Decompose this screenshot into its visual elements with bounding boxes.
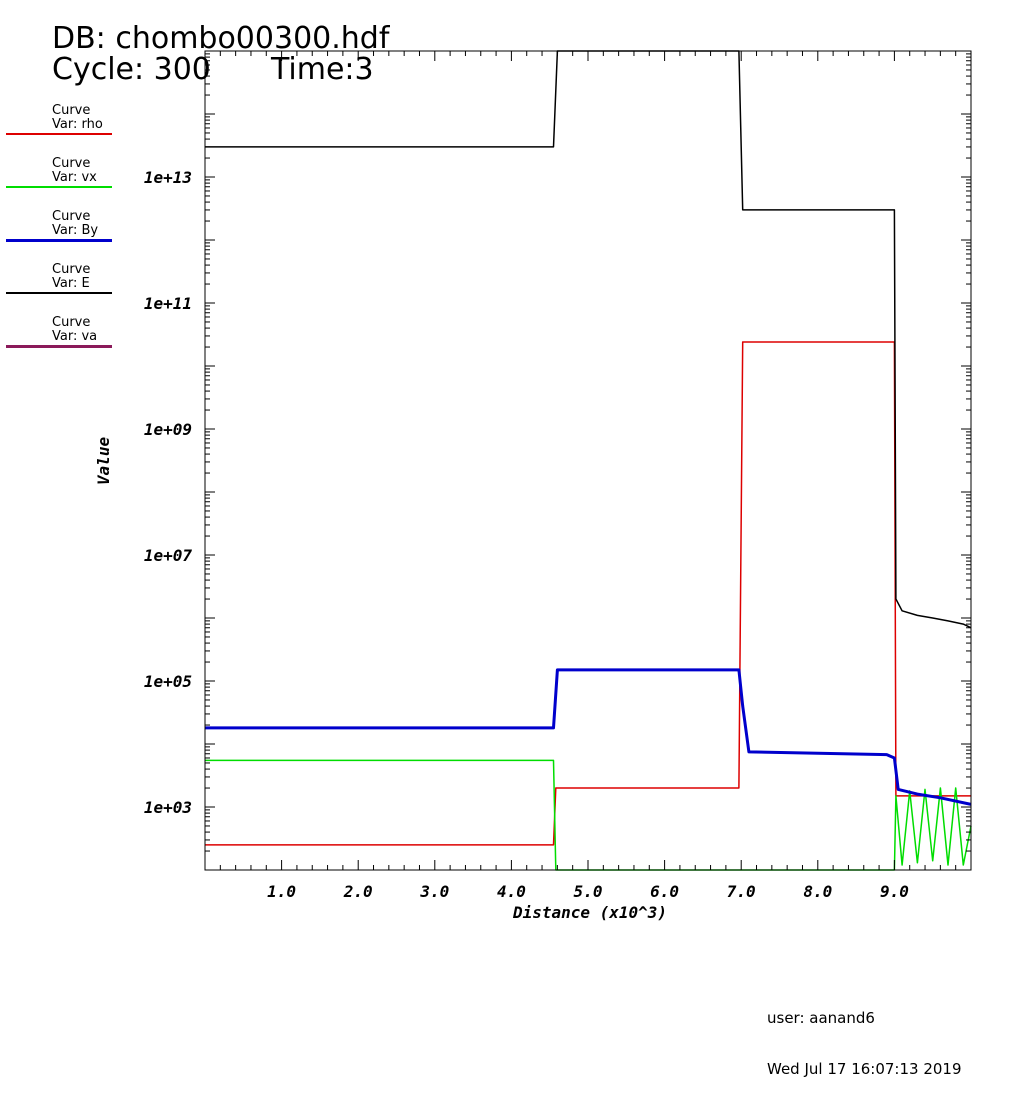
plot-frame bbox=[204, 50, 972, 871]
legend-curve-label: Curve bbox=[52, 103, 91, 118]
legend-var-label: Var: va bbox=[52, 329, 98, 344]
footer-user: user: aanand6 bbox=[767, 1009, 875, 1027]
footer: user: aanand6 Wed Jul 17 16:07:13 2019 bbox=[767, 976, 962, 1095]
legend-entry-By: Curve Var: By bbox=[0, 210, 112, 250]
line-chart: 1.0 2.0 3.0 4.0 5.0 6.0 7.0 8.0 9.0 1e+03 1e+05 1e+… bbox=[94, 50, 972, 922]
axes-layer: 1.0 2.0 3.0 4.0 5.0 6.0 7.0 8.0 9.0 1e+03 1e+05 1e+… bbox=[144, 51, 971, 901]
db-title: DB: chombo00300.hdf bbox=[52, 21, 390, 56]
y-tick-label: 1e+05 bbox=[144, 672, 192, 691]
y-tick-label: 1e+13 bbox=[144, 168, 192, 187]
series-line-By bbox=[205, 668, 972, 806]
x-tick-label: 9.0 bbox=[880, 882, 909, 901]
legend-swatch-E bbox=[6, 292, 112, 294]
series-layer bbox=[205, 50, 972, 871]
y-tick-label: 1e+03 bbox=[144, 798, 192, 817]
legend-swatch-va bbox=[6, 345, 112, 348]
x-tick-label: 4.0 bbox=[497, 882, 526, 901]
legend-curve-label: Curve bbox=[52, 156, 91, 171]
x-tick-label: 3.0 bbox=[419, 882, 449, 901]
series-line-E bbox=[205, 50, 972, 629]
x-tick-label: 7.0 bbox=[727, 882, 756, 901]
legend-entry-rho: Curve Var: rho bbox=[0, 104, 112, 144]
legend-swatch-vx bbox=[6, 186, 112, 188]
legend-entry-E: Curve Var: E bbox=[0, 263, 112, 303]
x-tick-label: 6.0 bbox=[650, 882, 679, 901]
x-axis-label: Distance (x10^3) bbox=[512, 903, 667, 922]
x-tick-label: 8.0 bbox=[803, 882, 832, 901]
legend-curve-label: Curve bbox=[52, 209, 91, 224]
legend-curve-label: Curve bbox=[52, 315, 91, 330]
legend-swatch-rho bbox=[6, 133, 112, 135]
series-line-rho bbox=[205, 341, 971, 846]
legend-entry-va: Curve Var: va bbox=[0, 316, 112, 356]
y-axis-label: Value bbox=[94, 437, 113, 486]
y-tick-label: 1e+11 bbox=[144, 294, 192, 313]
cycle-label: Cycle: 300 bbox=[52, 52, 211, 87]
x-tick-label: 5.0 bbox=[574, 882, 603, 901]
x-tick-label: 1.0 bbox=[267, 882, 296, 901]
legend-swatch-By bbox=[6, 239, 112, 242]
legend-var-label: Var: rho bbox=[52, 117, 103, 132]
footer-date: Wed Jul 17 16:07:13 2019 bbox=[767, 1060, 962, 1078]
legend-curve-label: Curve bbox=[52, 262, 91, 277]
cycle-time-line: Cycle: 300 Time:3 bbox=[52, 55, 374, 145]
series-line-vx bbox=[205, 759, 972, 871]
legend-entry-vx: Curve Var: vx bbox=[0, 157, 112, 197]
legend-var-label: Var: E bbox=[52, 276, 90, 291]
x-tick-label: 2.0 bbox=[343, 882, 373, 901]
time-label: Time:3 bbox=[271, 52, 374, 87]
legend-var-label: Var: vx bbox=[52, 170, 97, 185]
y-tick-label: 1e+09 bbox=[144, 420, 192, 439]
legend-var-label: Var: By bbox=[52, 223, 99, 238]
y-tick-label: 1e+07 bbox=[144, 546, 193, 565]
